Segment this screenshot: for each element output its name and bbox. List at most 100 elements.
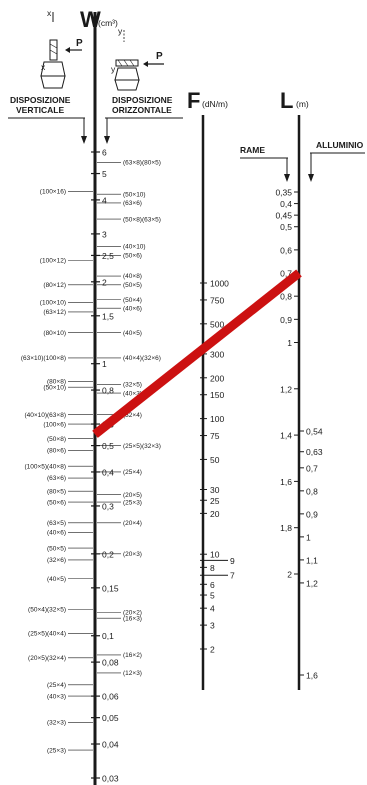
w-left-section-label: (20×5)(32×4) bbox=[28, 655, 66, 662]
w-tick-label: 0,06 bbox=[102, 692, 119, 702]
f-heading: F (dN/m) bbox=[187, 88, 228, 113]
w-left-sections: (100×16) (100×12) (80×12) (100×10) (63×12) (8… bbox=[21, 189, 93, 754]
l-alluminio-scale: 0,54 0,63 0,7 0,8 0,9 1 1,1 1,2 1,6 bbox=[299, 427, 323, 681]
w-right-section-label: (40×8) bbox=[123, 273, 142, 280]
p-label-horizontal: P bbox=[156, 51, 163, 62]
w-right-section-label: (50×6) bbox=[123, 253, 142, 260]
f-tick-label: 2 bbox=[210, 645, 215, 655]
w-left-section-label: (50×5) bbox=[47, 545, 66, 552]
f-tick-label: 8 bbox=[210, 563, 215, 573]
horizontal-bar-icon: y y P bbox=[111, 26, 164, 91]
f-unit: (dN/m) bbox=[202, 99, 228, 109]
w-tick-label: 0,5 bbox=[102, 441, 114, 451]
w-left-section-label: (80×10) bbox=[43, 330, 66, 337]
w-tick-label: 0,8 bbox=[102, 386, 114, 396]
w-left-section-label: (32×3) bbox=[47, 720, 66, 727]
l-rame-scale: 0,350,4 0,450,5 0,6 0,7 0,8 0,9 1 1,2 1,4 1,6 1,8 2 bbox=[275, 188, 299, 580]
w-right-section-label: (50×5) bbox=[123, 282, 142, 289]
svg-text:DISPOSIZIONE: DISPOSIZIONE bbox=[10, 95, 71, 105]
alluminio-tick-label: 0,9 bbox=[306, 509, 318, 519]
w-tick-label: 0,3 bbox=[102, 501, 114, 511]
w-left-section-label: (25×3) bbox=[47, 747, 66, 754]
f-tick-label: 20 bbox=[210, 509, 220, 519]
w-right-section-label: (40×6) bbox=[123, 305, 142, 312]
rame-tick-label: 0,8 bbox=[280, 292, 292, 302]
rame-tick-label: 0,45 bbox=[275, 211, 292, 221]
w-left-section-label: (100×12) bbox=[40, 257, 66, 264]
w-right-section-label: (32×5) bbox=[123, 381, 142, 388]
alluminio-tick-label: 0,8 bbox=[306, 486, 318, 496]
svg-text:ORIZZONTALE: ORIZZONTALE bbox=[112, 105, 172, 115]
l-heading: L (m) bbox=[280, 88, 309, 113]
x-label-bottom: x bbox=[41, 62, 46, 72]
w-right-section-label: (32×4) bbox=[123, 412, 142, 419]
w-right-section-label: (40×3) bbox=[123, 390, 142, 397]
w-heading: W (cm³) bbox=[80, 7, 118, 32]
f-tick-label: 150 bbox=[210, 390, 224, 400]
w-left-section-label: (25×5)(40×4) bbox=[28, 631, 66, 638]
rame-label: RAME bbox=[240, 145, 265, 155]
rame-tick-label: 0,4 bbox=[280, 199, 292, 209]
w-right-section-label: (20×3) bbox=[123, 551, 142, 558]
w-right-section-label: (40×10) bbox=[123, 244, 146, 251]
w-left-section-label: (63×5) bbox=[47, 520, 66, 527]
w-left-section-label: (63×12) bbox=[43, 309, 66, 316]
w-right-section-label: (16×3) bbox=[123, 615, 142, 622]
w-tick-label: 4 bbox=[102, 195, 107, 205]
f-tick-label: 75 bbox=[210, 431, 220, 441]
w-right-section-label: (20×5) bbox=[123, 492, 142, 499]
f-tick-label: 200 bbox=[210, 373, 224, 383]
f-tick-label: 30 bbox=[210, 485, 220, 495]
disposizione-verticale: DISPOSIZIONE VERTICALE bbox=[8, 95, 87, 144]
w-left-section-label: (40×6) bbox=[47, 530, 66, 537]
w-left-section-label: (63×10)(100×8) bbox=[21, 355, 66, 362]
alluminio-label: ALLUMINIO bbox=[316, 140, 364, 150]
svg-text:VERTICALE: VERTICALE bbox=[16, 105, 65, 115]
w-right-section-label: (25×4) bbox=[123, 469, 142, 476]
w-right-section-label: (50×8)(63×5) bbox=[123, 216, 161, 223]
w-left-section-label: (100×5)(40×8) bbox=[24, 463, 66, 470]
w-tick-label: 2,5 bbox=[102, 251, 114, 261]
f-tick-label: 500 bbox=[210, 319, 224, 329]
w-tick-label: 0,1 bbox=[102, 631, 114, 641]
rame-tick-label: 0,9 bbox=[280, 315, 292, 325]
w-right-section-label: (20×4) bbox=[123, 520, 142, 527]
w-left-section-label: (100×16) bbox=[40, 189, 66, 196]
w-right-section-label: (63×8)(80×5) bbox=[123, 159, 161, 166]
rame-tick-label: 1,6 bbox=[280, 477, 292, 487]
w-unit: (cm³) bbox=[98, 18, 118, 28]
alluminio-tick-label: 1 bbox=[306, 532, 311, 542]
w-tick-label: 3 bbox=[102, 229, 107, 239]
rame-tick-label: 2 bbox=[287, 570, 292, 580]
w-right-sections: (63×8)(80×5) (50×10) (63×6) (50×8)(63×5) (40… bbox=[97, 159, 161, 677]
w-left-section-label: (80×6) bbox=[47, 448, 66, 455]
vertical-bar-icon: x x P bbox=[40, 8, 83, 89]
svg-text:DISPOSIZIONE: DISPOSIZIONE bbox=[112, 95, 173, 105]
w-right-section-label: (63×6) bbox=[123, 200, 142, 207]
w-tick-label: 1,5 bbox=[102, 311, 114, 321]
alluminio-tick-label: 1,6 bbox=[306, 671, 318, 681]
l-unit: (m) bbox=[296, 99, 309, 109]
w-right-section-label: (25×5)(32×3) bbox=[123, 443, 161, 450]
alluminio-tick-label: 0,63 bbox=[306, 447, 323, 457]
w-tick-label: 6 bbox=[102, 148, 107, 158]
f-tick-label: 50 bbox=[210, 455, 220, 465]
f-tick-label: 750 bbox=[210, 295, 224, 305]
w-left-section-label: (40×3) bbox=[47, 693, 66, 700]
rame-tick-label: 1,4 bbox=[280, 431, 292, 441]
w-left-section-label: (40×5) bbox=[47, 576, 66, 583]
w-left-section-label: (50×8) bbox=[47, 436, 66, 443]
f-tick-label: 5 bbox=[210, 591, 215, 601]
w-tick-label: 2 bbox=[102, 277, 107, 287]
f-letter: F bbox=[187, 88, 200, 113]
w-left-section-label: (25×4) bbox=[47, 682, 66, 689]
l-letter: L bbox=[280, 88, 293, 113]
rame-caption: RAME bbox=[240, 145, 290, 182]
alluminio-tick-label: 1,1 bbox=[306, 555, 318, 565]
f-tick-label: 4 bbox=[210, 604, 215, 614]
f-tick-label: 3 bbox=[210, 621, 215, 631]
w-right-section-label: (12×3) bbox=[123, 670, 142, 677]
f-tick-label: 25 bbox=[210, 496, 220, 506]
rame-tick-label: 0,6 bbox=[280, 245, 292, 255]
w-tick-label: 0,04 bbox=[102, 740, 119, 750]
